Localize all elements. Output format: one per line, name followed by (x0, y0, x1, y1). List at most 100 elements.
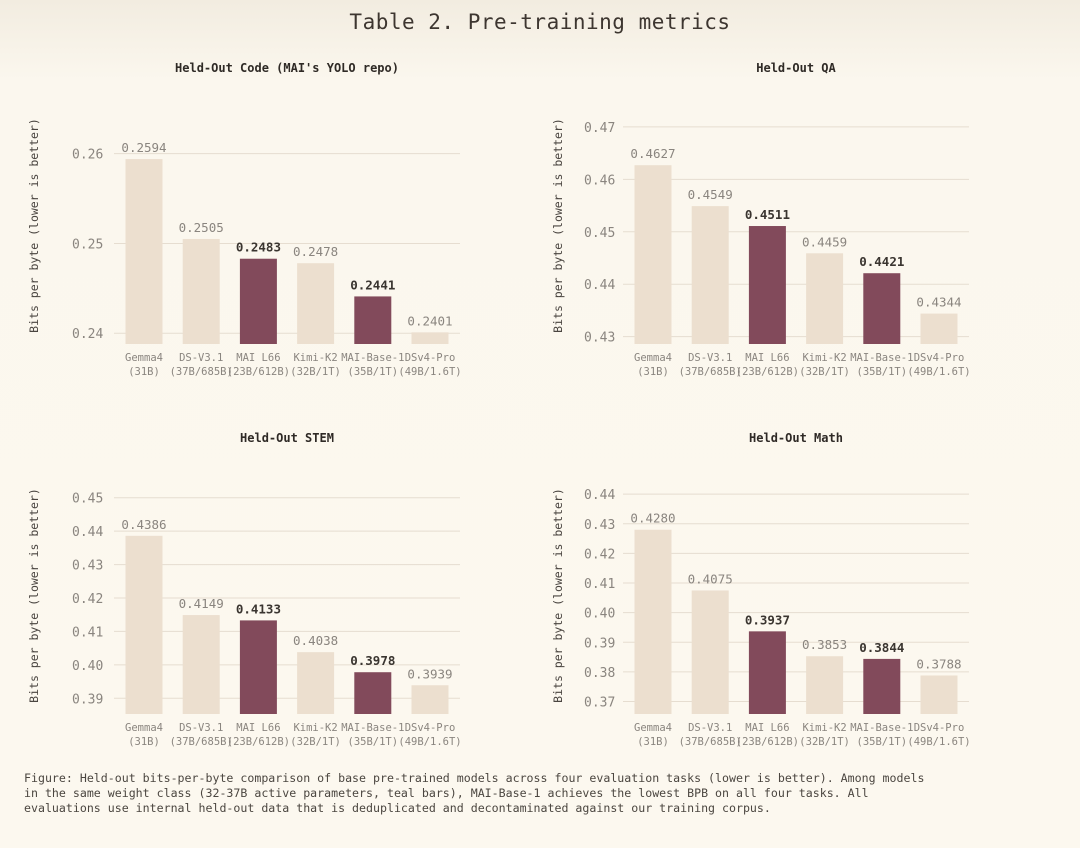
y-tick-label: 0.41 (72, 625, 103, 640)
y-tick-label: 0.41 (584, 577, 615, 592)
x-tick-sublabel: (32B/1T) (799, 366, 850, 378)
bar-value-label: 0.4133 (236, 601, 281, 616)
bar-value-label: 0.4344 (916, 295, 961, 310)
x-tick-label: Kimi-K2 (802, 722, 846, 734)
bar-value-label: 0.2401 (407, 313, 452, 328)
x-tick-sublabel: (32B/1T) (290, 736, 341, 748)
y-tick-label: 0.45 (72, 492, 103, 507)
y-axis-label: Bits per byte (lower is better) (27, 488, 41, 703)
bar-value-label: 0.4075 (688, 571, 733, 586)
bar-value-label: 0.3853 (802, 637, 847, 652)
x-tick-sublabel: (31B) (128, 366, 160, 378)
y-tick-label: 0.42 (584, 547, 615, 562)
x-tick-sublabel: (23B/612B) (736, 736, 799, 748)
x-tick-label: DSv4-Pro (405, 722, 456, 734)
bar-3 (297, 652, 335, 714)
chart-title: Held-Out Code (MAI's YOLO repo) (175, 61, 399, 75)
bar-0 (634, 165, 672, 344)
x-tick-label: MAI-Base-1 (341, 352, 404, 364)
y-axis-label: Bits per byte (lower is better) (27, 118, 41, 333)
bar-value-label: 0.2594 (121, 140, 166, 155)
y-tick-label: 0.39 (584, 636, 615, 651)
bar-4 (354, 672, 392, 714)
chart-held-out-qa: Held-Out QA 0.47 0.46 0.45 0.44 0.43 Bits per … (551, 61, 971, 378)
x-tick-label: DS-V3.1 (179, 722, 223, 734)
chart-title: Held-Out Math (749, 431, 843, 445)
x-tick-sublabel: (49B/1.6T) (398, 366, 461, 378)
bar-4 (354, 296, 392, 344)
x-tick-sublabel: (23B/612B) (227, 736, 290, 748)
y-tick-label: 0.26 (72, 148, 103, 163)
x-tick-sublabel: (37B/685B) (170, 366, 233, 378)
y-tick-label: 0.47 (584, 121, 615, 136)
bar-value-label: 0.4549 (688, 187, 733, 202)
bar-value-label: 0.3788 (916, 656, 961, 671)
bar-value-label: 0.3939 (407, 666, 452, 681)
x-tick-label: DS-V3.1 (688, 722, 732, 734)
bar-value-label: 0.2483 (236, 240, 281, 255)
bar-2 (748, 226, 786, 344)
bar-0 (634, 529, 672, 714)
bar-value-label: 0.2441 (350, 277, 395, 292)
bar-3 (806, 656, 844, 714)
bar-5 (411, 332, 449, 344)
bar-5 (411, 685, 449, 714)
y-tick-label: 0.43 (584, 331, 615, 346)
y-tick-label: 0.44 (584, 488, 615, 503)
y-tick-label: 0.44 (72, 525, 103, 540)
y-axis-label: Bits per byte (lower is better) (551, 488, 565, 703)
page-title: Table 2. Pre-training metrics (349, 10, 731, 34)
y-tick-label: 0.40 (584, 607, 615, 622)
bar-value-label: 0.4511 (745, 207, 790, 222)
x-tick-label: DS-V3.1 (179, 352, 223, 364)
x-tick-label: MAI L66 (236, 722, 280, 734)
y-tick-label: 0.42 (72, 592, 103, 607)
bar-5 (920, 675, 958, 714)
bar-1 (691, 206, 729, 344)
x-tick-label: MAI-Base-1 (850, 352, 913, 364)
x-tick-label: MAI-Base-1 (341, 722, 404, 734)
chart-title: Held-Out STEM (240, 431, 334, 445)
x-tick-label: DS-V3.1 (688, 352, 732, 364)
y-tick-label: 0.25 (72, 237, 103, 252)
x-tick-sublabel: (49B/1.6T) (907, 366, 970, 378)
bar-1 (182, 238, 220, 344)
x-tick-label: Kimi-K2 (802, 352, 846, 364)
bar-value-label: 0.4280 (630, 511, 675, 526)
y-tick-label: 0.40 (72, 659, 103, 674)
bar-value-label: 0.2505 (179, 220, 224, 235)
bar-value-label: 0.4386 (121, 517, 166, 532)
x-tick-sublabel: (37B/685B) (679, 736, 742, 748)
bar-1 (691, 590, 729, 714)
y-tick-label: 0.43 (72, 559, 103, 574)
x-tick-sublabel: (23B/612B) (736, 366, 799, 378)
x-tick-label: DSv4-Pro (914, 722, 965, 734)
x-tick-label: MAI L66 (745, 722, 789, 734)
chart-title: Held-Out QA (756, 61, 836, 75)
x-tick-label: Gemma4 (125, 722, 163, 734)
y-tick-label: 0.46 (584, 173, 615, 188)
x-tick-sublabel: (37B/685B) (170, 736, 233, 748)
chart-held-out-code: Held-Out Code (MAI's YOLO repo)0.260.250… (27, 61, 462, 378)
x-tick-label: DSv4-Pro (405, 352, 456, 364)
x-tick-label: Gemma4 (634, 722, 672, 734)
bar-0 (125, 159, 163, 344)
x-tick-label: MAI L66 (745, 352, 789, 364)
y-tick-label: 0.45 (584, 226, 615, 241)
y-tick-label: 0.39 (72, 692, 103, 707)
chart-held-out-math: Held-Out Math 0.44 0.43 0.42 0.41 0.40 0.39 0.3… (551, 431, 971, 748)
y-axis-label: Bits per byte (lower is better) (551, 118, 565, 333)
bar-2 (239, 620, 277, 714)
bar-2 (239, 258, 277, 344)
bar-1 (182, 615, 220, 714)
x-tick-sublabel: (35B/1T) (857, 736, 908, 748)
y-tick-label: 0.37 (584, 696, 615, 711)
x-tick-label: MAI-Base-1 (850, 722, 913, 734)
bar-value-label: 0.3844 (859, 640, 904, 655)
x-tick-label: Gemma4 (125, 352, 163, 364)
bar-value-label: 0.4459 (802, 234, 847, 249)
bar-value-label: 0.3937 (745, 612, 790, 627)
x-tick-sublabel: (35B/1T) (857, 366, 908, 378)
x-tick-label: DSv4-Pro (914, 352, 965, 364)
x-tick-label: Gemma4 (634, 352, 672, 364)
